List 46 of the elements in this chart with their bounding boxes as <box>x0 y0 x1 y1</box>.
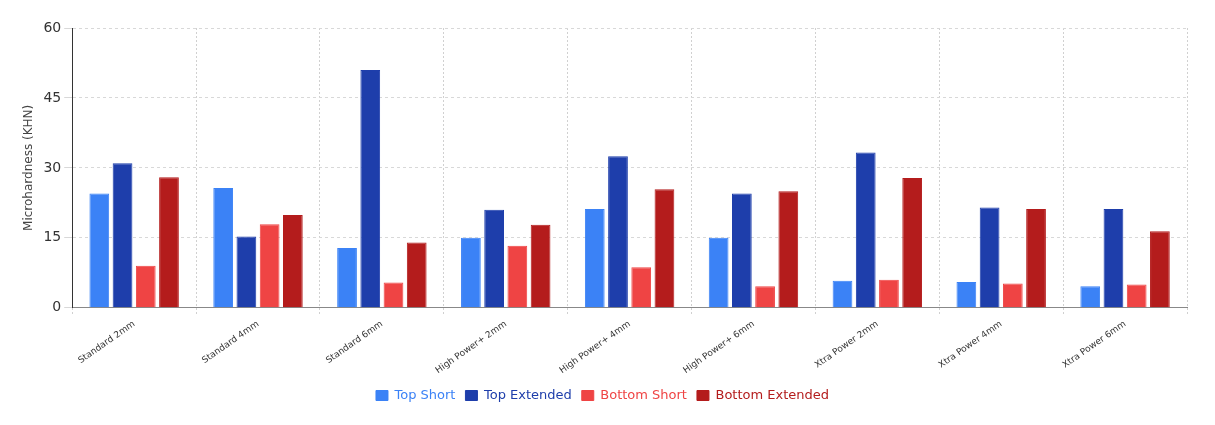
bar <box>631 267 652 308</box>
bar <box>112 163 133 308</box>
bar <box>1002 283 1023 308</box>
legend-label: Bottom Short <box>600 386 687 402</box>
y-tick-label: 45 <box>43 88 62 105</box>
bar <box>879 279 899 308</box>
bar <box>956 282 977 308</box>
bar <box>1026 208 1046 308</box>
bar <box>89 193 110 308</box>
bar <box>755 286 775 308</box>
bar <box>406 242 427 308</box>
bar <box>654 189 675 308</box>
bar <box>236 236 257 308</box>
legend-label: Top Short <box>393 386 456 402</box>
bar <box>708 237 729 308</box>
y-axis-title: Microhardness (KHN) <box>21 104 36 231</box>
bar <box>731 193 752 308</box>
bar <box>1126 284 1147 308</box>
bar <box>832 280 853 308</box>
bar <box>1080 286 1101 308</box>
bar <box>135 265 156 308</box>
bar <box>608 156 628 308</box>
bar <box>778 191 799 308</box>
bar <box>507 245 528 308</box>
y-tick-label: 15 <box>43 228 62 245</box>
bar <box>337 248 357 308</box>
y-tick-label: 0 <box>52 298 62 315</box>
legend-label: Bottom Extended <box>715 386 830 402</box>
bar <box>1150 231 1170 308</box>
bar <box>461 237 481 308</box>
bar <box>484 209 504 308</box>
bar <box>530 224 551 308</box>
bar <box>902 178 923 308</box>
bar <box>159 177 179 308</box>
bar <box>213 187 234 308</box>
y-tick-label: 30 <box>43 158 62 175</box>
bar <box>584 208 605 308</box>
bar <box>1103 208 1124 308</box>
y-tick-label: 60 <box>43 18 62 35</box>
legend-label: Top Extended <box>482 386 572 402</box>
bar <box>979 207 1000 308</box>
bar <box>383 282 404 308</box>
bar <box>360 69 381 308</box>
bar <box>259 224 280 308</box>
bar <box>282 214 303 308</box>
bar <box>855 152 876 308</box>
